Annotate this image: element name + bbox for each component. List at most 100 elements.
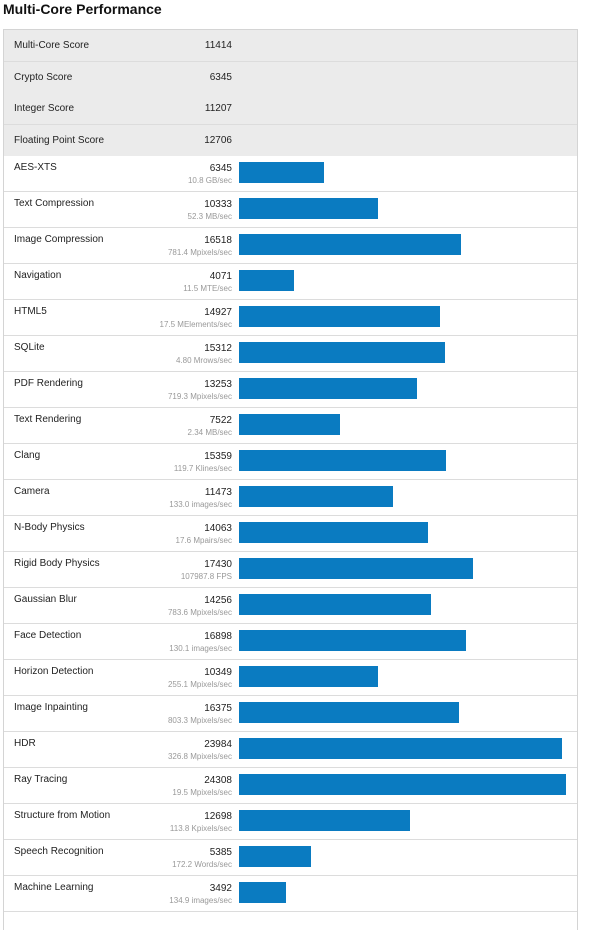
score-bar <box>239 342 445 363</box>
benchmark-detail: 2.34 MB/sec <box>187 428 232 437</box>
benchmark-detail: 172.2 Words/sec <box>172 860 232 869</box>
score-bar <box>239 414 341 435</box>
benchmark-score: 23984 <box>204 739 232 750</box>
title: Multi-Core Performance <box>3 1 162 17</box>
score-bar <box>239 594 431 615</box>
benchmark-name: Image Compression <box>14 234 104 245</box>
score-bar <box>239 198 378 219</box>
benchmark-row: Image Compression 16518 781.4 Mpixels/sec <box>4 228 577 264</box>
benchmark-row: Speech Recognition 5385 172.2 Words/sec <box>4 840 577 876</box>
results-table: Multi-Core Score 11414 Crypto Score 6345 Int… <box>3 29 578 930</box>
score-bar <box>239 810 410 831</box>
benchmark-name: Ray Tracing <box>14 774 68 785</box>
benchmark-score: 6345 <box>209 163 232 174</box>
summary-score: 12706 <box>204 134 232 146</box>
score-bar <box>239 522 429 543</box>
benchmark-detail: 255.1 Mpixels/sec <box>167 680 232 689</box>
benchmark-detail: 119.7 Klines/sec <box>173 464 232 473</box>
benchmark-detail: 113.8 Kpixels/sec <box>169 824 232 833</box>
benchmark-detail: 130.1 images/sec <box>169 644 232 653</box>
benchmark-row: Image Inpainting 16375 803.3 Mpixels/sec <box>4 696 577 732</box>
benchmark-row: Face Detection 16898 130.1 images/sec <box>4 624 577 660</box>
benchmark-detail: 19.5 Mpixels/sec <box>172 788 232 797</box>
benchmark-row: Machine Learning 3492 134.9 images/sec <box>4 876 577 912</box>
score-bar <box>239 306 440 327</box>
benchmark-score: 16898 <box>204 631 232 642</box>
summary-score: 11207 <box>204 103 232 114</box>
benchmark-score: 3492 <box>209 883 232 894</box>
benchmark-row: Structure from Motion 12698 113.8 Kpixels/… <box>4 804 577 840</box>
benchmark-row: Horizon Detection 10349 255.1 Mpixels/sec <box>4 660 577 696</box>
benchmark-row: Clang 15359 119.7 Klines/sec <box>4 444 577 480</box>
benchmark-name: Face Detection <box>14 630 82 641</box>
benchmark-detail: 11.5 MTE/sec <box>183 284 232 293</box>
benchmark-detail: 803.3 Mpixels/sec <box>167 716 232 725</box>
benchmark-detail: 52.3 MB/sec <box>187 212 232 221</box>
benchmark-detail: 719.3 Mpixels/sec <box>167 392 232 401</box>
summary-row: Crypto Score 6345 <box>4 61 577 94</box>
benchmark-name: HDR <box>14 738 36 749</box>
benchmark-detail: 783.6 Mpixels/sec <box>167 608 232 617</box>
benchmark-name: Machine Learning <box>14 882 94 893</box>
benchmark-detail: 17.5 MElements/sec <box>159 320 232 329</box>
benchmark-row: SQLite 15312 4.80 Mrows/sec <box>4 336 577 372</box>
benchmark-score: 11473 <box>204 487 232 498</box>
score-bar <box>239 270 294 291</box>
summary-score: 11414 <box>204 40 232 51</box>
benchmark-detail: 134.9 images/sec <box>169 896 232 905</box>
benchmark-name: Text Compression <box>14 198 95 209</box>
benchmark-score: 13253 <box>204 379 232 390</box>
benchmark-name: Navigation <box>14 270 62 281</box>
benchmark-score: 24308 <box>204 775 232 786</box>
score-bar <box>239 450 446 471</box>
benchmark-detail: 10.8 GB/sec <box>187 176 232 185</box>
benchmark-score: 14256 <box>204 595 232 606</box>
summary-name: Multi-Core Score <box>14 40 90 51</box>
benchmark-row: Text Compression 10333 52.3 MB/sec <box>4 192 577 228</box>
benchmark-score: 15312 <box>204 343 232 354</box>
score-bar <box>239 378 418 399</box>
benchmark-row: Camera 11473 133.0 images/sec <box>4 480 577 516</box>
benchmark-row: Navigation 4071 11.5 MTE/sec <box>4 264 577 300</box>
summary-name: Floating Point Score <box>14 134 105 146</box>
score-bar <box>239 486 394 507</box>
benchmark-name: Text Rendering <box>14 414 82 425</box>
benchmark-score: 7522 <box>209 415 232 426</box>
benchmark-detail: 326.8 Mpixels/sec <box>167 752 232 761</box>
benchmark-name: Image Inpainting <box>14 702 88 713</box>
score-bar <box>239 234 462 255</box>
benchmark-name: Rigid Body Physics <box>14 558 100 569</box>
benchmark-name: Gaussian Blur <box>14 594 77 605</box>
score-bar <box>239 702 460 723</box>
benchmark-detail: 17.6 Mpairs/sec <box>175 536 232 545</box>
page: {"title": "Multi-Core Performance", "sum… <box>3 1 578 930</box>
benchmark-detail: 133.0 images/sec <box>169 500 232 509</box>
benchmark-row: HTML5 14927 17.5 MElements/sec <box>4 300 577 336</box>
benchmark-name: SQLite <box>14 342 45 353</box>
summary-score: 6345 <box>209 71 232 83</box>
benchmark-row: Ray Tracing 24308 19.5 Mpixels/sec <box>4 768 577 804</box>
summary-row: Floating Point Score 12706 <box>4 124 577 157</box>
page-body: Multi-Core Performance Multi-Core Score 1… <box>3 1 578 930</box>
benchmark-score: 5385 <box>209 847 232 858</box>
benchmark-score: 16518 <box>204 235 232 246</box>
score-bar <box>239 162 325 183</box>
benchmark-score: 16375 <box>204 703 232 714</box>
benchmark-name: HTML5 <box>14 306 47 317</box>
benchmark-row: AES-XTS 6345 10.8 GB/sec <box>4 156 577 192</box>
benchmark-detail: 781.4 Mpixels/sec <box>167 248 232 257</box>
benchmark-name: Speech Recognition <box>14 846 104 857</box>
benchmark-row: Rigid Body Physics 17430 107987.8 FPS <box>4 552 577 588</box>
benchmark-score: 10349 <box>204 667 232 678</box>
score-bar <box>239 738 562 759</box>
benchmark-name: N-Body Physics <box>14 522 85 533</box>
benchmark-name: Structure from Motion <box>14 810 111 821</box>
score-bar <box>239 846 312 867</box>
benchmark-score: 15359 <box>204 451 232 462</box>
benchmark-score: 14927 <box>204 307 232 318</box>
benchmark-detail: 107987.8 FPS <box>180 572 232 581</box>
benchmark-detail: 4.80 Mrows/sec <box>175 356 232 365</box>
benchmark-name: PDF Rendering <box>14 378 83 389</box>
benchmark-name: AES-XTS <box>14 162 57 173</box>
benchmark-row: Text Rendering 7522 2.34 MB/sec <box>4 408 577 444</box>
